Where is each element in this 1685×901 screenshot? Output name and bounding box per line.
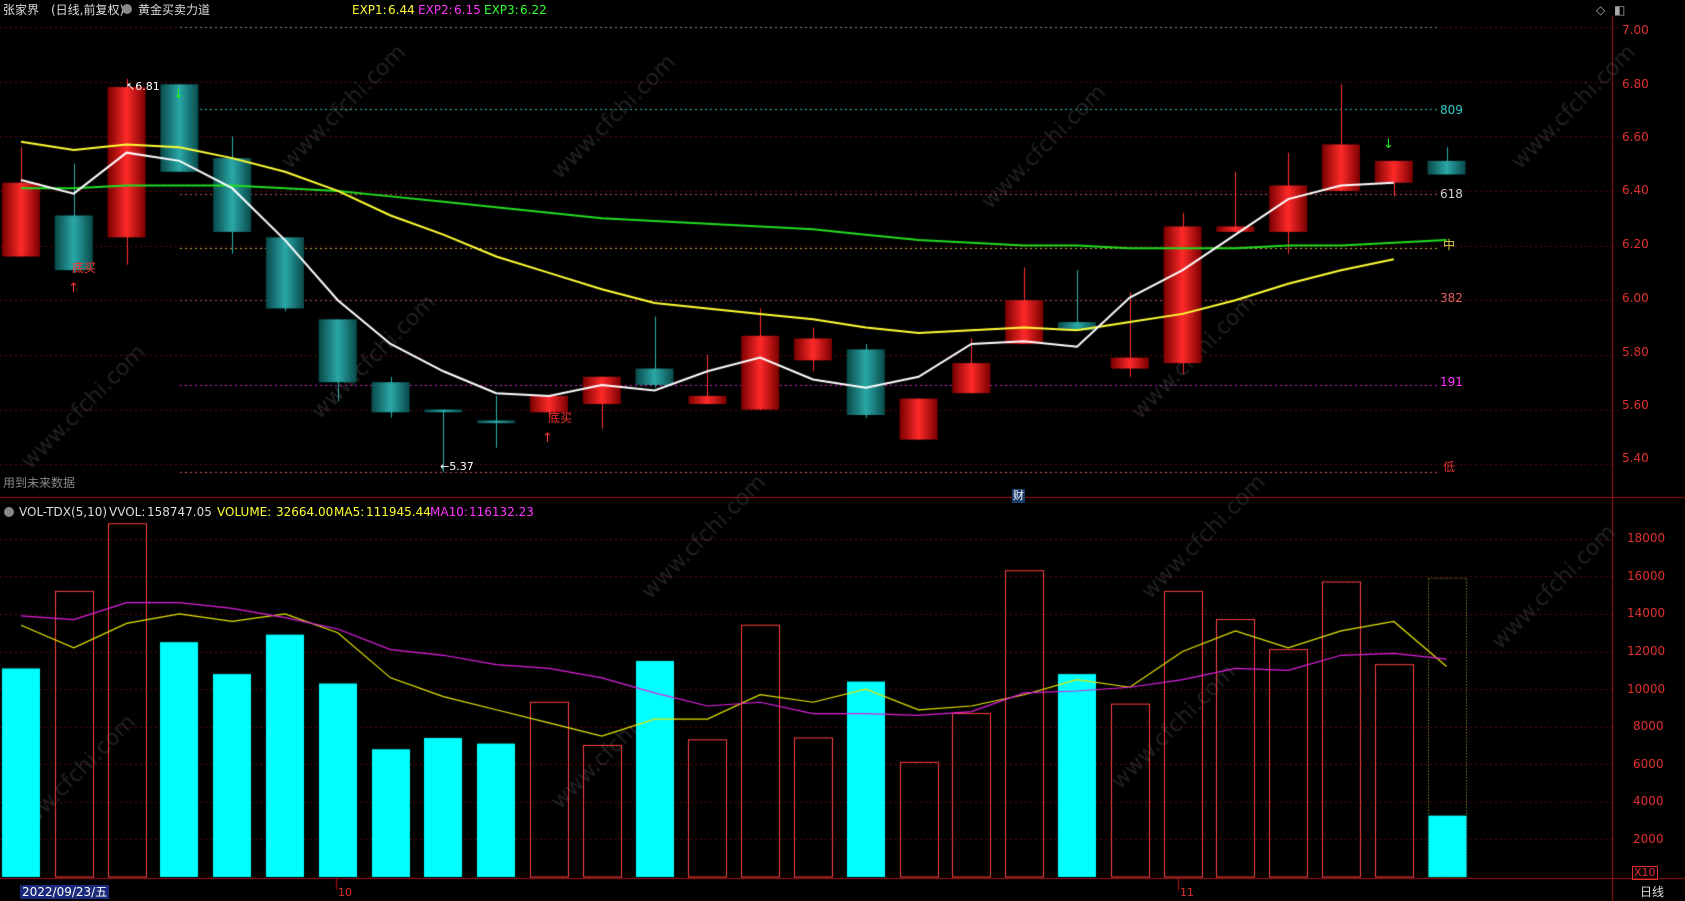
price-tick: 5.80	[1622, 345, 1649, 359]
volume-indicator-dropdown-icon[interactable]	[4, 507, 14, 517]
volume-tick: 2000	[1633, 832, 1664, 846]
diamond-icon[interactable]: ◇	[1596, 3, 1606, 17]
price-tick: 6.00	[1622, 291, 1649, 305]
volume-tick: 14000	[1627, 606, 1666, 620]
volume-tick: 4000	[1633, 794, 1664, 808]
month-10-label: 10	[338, 886, 352, 899]
buy-arrow-icon: ↑	[68, 281, 79, 296]
vvol-value: 158747.05	[147, 505, 212, 519]
volume-indicator-name[interactable]: VOL-TDX(5,10)	[19, 505, 108, 519]
exp1-value: 6.44	[388, 3, 415, 17]
high-price-annotation: ↖6.81	[126, 80, 160, 93]
buy-signal-label: 底买	[72, 261, 97, 275]
price-tick: 6.60	[1622, 130, 1649, 144]
price-tick: 6.80	[1622, 77, 1649, 91]
low-price-annotation: ←5.37	[440, 460, 474, 473]
exp2-value: 6.15	[454, 3, 481, 17]
cursor-date-label: 2022/09/23/五	[20, 885, 110, 899]
low-price-value: 5.37	[449, 460, 474, 473]
level-382-label: 382	[1440, 291, 1463, 305]
buy-arrow-icon: ↑	[542, 431, 553, 446]
ma10-label: MA10:	[430, 505, 468, 519]
level-mid-label: 中	[1443, 238, 1456, 252]
volume-value: 32664.00	[276, 505, 334, 519]
level-191-label: 191	[1440, 375, 1463, 389]
vvol-label: VVOL:	[109, 505, 146, 519]
volume-label: VOLUME:	[217, 505, 272, 519]
exp2-label: EXP2:	[418, 3, 453, 17]
stock-name: 张家界	[3, 3, 40, 17]
sell-arrow-icon: ↓	[173, 87, 184, 102]
price-tick: 5.40	[1622, 451, 1649, 465]
level-low-label: 低	[1443, 460, 1456, 474]
level-809-label: 809	[1440, 103, 1463, 117]
volume-tick: 10000	[1627, 682, 1666, 696]
volume-tick: 12000	[1627, 644, 1666, 658]
buy-signal-label: 底买	[548, 411, 573, 425]
volume-tick: 6000	[1633, 757, 1664, 771]
sell-arrow-icon: ↓	[1383, 137, 1394, 152]
price-tick: 6.20	[1622, 237, 1649, 251]
volume-tick: 16000	[1627, 569, 1666, 583]
window-toggle-icon[interactable]: ◧	[1614, 3, 1626, 17]
month-11-label: 11	[1180, 886, 1194, 899]
price-tick: 7.00	[1622, 23, 1649, 37]
ma5-value: 111945.44	[366, 505, 431, 519]
ma5-label: MA5:	[334, 505, 365, 519]
indicator-name[interactable]: 黄金买卖力道	[138, 3, 211, 17]
level-618-label: 618	[1440, 187, 1463, 201]
future-data-note: 用到未来数据	[3, 476, 76, 490]
period-button[interactable]: 日线	[1640, 885, 1665, 899]
price-tick: 5.60	[1622, 398, 1649, 412]
exp3-label: EXP3:	[484, 3, 519, 17]
high-price-value: 6.81	[135, 80, 160, 93]
period-mode[interactable]: (日线,前复权)	[51, 3, 125, 17]
exp1-label: EXP1:	[352, 3, 387, 17]
volume-tick: 8000	[1633, 719, 1664, 733]
volume-tick: 18000	[1627, 531, 1666, 545]
finance-marker[interactable]: 财	[1012, 489, 1025, 503]
price-tick: 6.40	[1622, 183, 1649, 197]
ma10-value: 116132.23	[469, 505, 534, 519]
indicator-dropdown-icon[interactable]	[122, 4, 132, 14]
exp3-value: 6.22	[520, 3, 547, 17]
volume-multiplier: X10	[1632, 866, 1658, 880]
